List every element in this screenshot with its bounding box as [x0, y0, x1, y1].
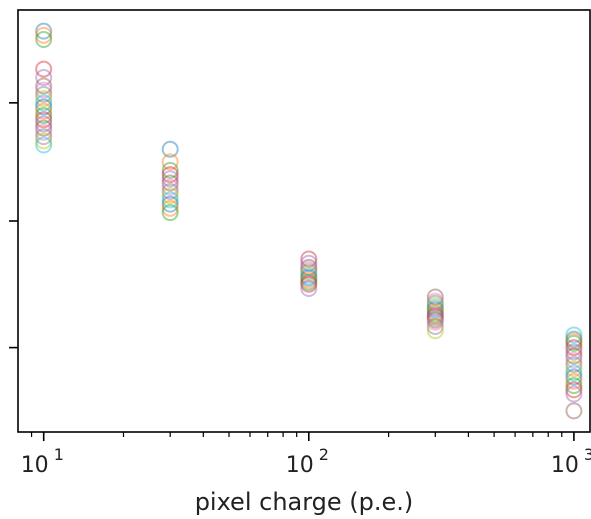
data-point: [35, 128, 53, 146]
data-point: [565, 355, 583, 373]
data-point: [565, 381, 583, 399]
data-point: [565, 364, 583, 382]
data-point: [300, 263, 318, 281]
x-tick-label-exponent: 2: [319, 445, 329, 464]
data-point: [565, 377, 583, 395]
data-point: [426, 303, 444, 321]
data-point: [35, 85, 53, 103]
data-point: [426, 322, 444, 340]
data-point: [426, 288, 444, 306]
data-point: [35, 111, 53, 129]
data-point: [426, 307, 444, 325]
data-point: [565, 368, 583, 386]
data-point: [565, 326, 583, 344]
data-point: [35, 98, 53, 116]
data-point: [35, 136, 53, 154]
data-point: [426, 294, 444, 312]
data-point: [35, 94, 53, 112]
data-point: [300, 265, 318, 283]
x-minor-ticks: [30, 432, 563, 437]
data-point: [161, 178, 179, 196]
data-point: [300, 275, 318, 293]
x-tick-label-exponent: 1: [54, 445, 64, 464]
data-point: [565, 372, 583, 390]
data-point: [565, 360, 583, 378]
data-point: [35, 60, 53, 78]
data-point: [35, 115, 53, 133]
data-point: [565, 334, 583, 352]
data-point: [565, 385, 583, 403]
x-tick-labels: 10 1 10 2 10 3: [21, 445, 591, 478]
data-point: [300, 269, 318, 287]
data-point: [565, 332, 583, 350]
data-points: [35, 22, 583, 420]
x-tick-label: 10: [286, 453, 314, 478]
data-point: [161, 166, 179, 184]
x-tick-label: 10: [21, 453, 49, 478]
data-point: [300, 280, 318, 298]
data-point: [300, 258, 318, 276]
y-ticks: [9, 102, 18, 349]
data-point: [35, 107, 53, 124]
data-point: [35, 102, 53, 120]
data-point: [426, 318, 444, 335]
data-point: [426, 311, 444, 329]
data-point: [35, 90, 53, 108]
x-axis-label: pixel charge (p.e.): [195, 488, 414, 516]
data-point: [300, 261, 318, 279]
data-point: [161, 140, 179, 158]
data-point: [565, 339, 583, 357]
data-point: [161, 170, 179, 188]
data-point: [300, 273, 318, 291]
x-tick-label-exponent: 3: [584, 445, 591, 464]
x-major-ticks: [42, 432, 575, 441]
data-point: [565, 343, 583, 361]
data-point: [565, 330, 583, 348]
data-point: [426, 292, 444, 310]
data-point: [35, 81, 53, 99]
data-point: [161, 174, 179, 192]
data-point: [426, 313, 444, 331]
data-point: [35, 132, 53, 150]
data-point: [35, 31, 53, 49]
data-point: [35, 77, 53, 95]
data-point: [300, 250, 318, 268]
x-tick-label: 10: [551, 453, 579, 478]
data-point: [161, 187, 179, 205]
data-point: [161, 182, 179, 200]
data-point: [426, 299, 444, 317]
data-point: [161, 199, 179, 217]
data-point: [426, 305, 444, 323]
data-point: [161, 195, 179, 213]
data-point: [426, 301, 444, 319]
data-point: [426, 296, 444, 314]
data-point: [300, 254, 318, 272]
data-point: [161, 204, 179, 222]
data-point: [161, 161, 179, 179]
data-point: [426, 309, 444, 327]
data-point: [565, 347, 583, 365]
data-point: [300, 267, 318, 285]
data-point: [35, 26, 53, 44]
data-point: [35, 123, 53, 141]
data-point: [565, 402, 583, 420]
data-point: [35, 69, 53, 87]
plot-area-frame: [17, 9, 591, 433]
data-point: [35, 119, 53, 137]
data-point: [161, 191, 179, 209]
data-point: [300, 271, 318, 289]
data-point: [35, 22, 53, 40]
data-point: [565, 351, 583, 369]
data-point: [161, 153, 179, 171]
